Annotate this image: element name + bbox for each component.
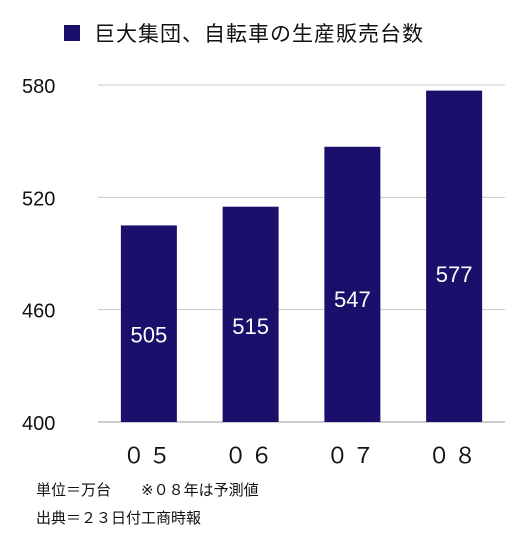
legend-swatch (64, 25, 80, 41)
chart-notes: 単位＝万台 ※０８年は予測値 出典＝２３日付工商時報 (36, 476, 259, 532)
y-tick-label: 460 (22, 301, 55, 323)
x-tick-label: ０７ (326, 444, 378, 469)
unit-note: 単位＝万台 ※０８年は予測値 (36, 481, 259, 499)
bar (222, 206, 279, 422)
y-tick-label: 580 (22, 76, 55, 98)
x-tick-label: ０８ (428, 444, 480, 469)
bar (120, 225, 177, 422)
bar-value-label: 515 (232, 314, 269, 339)
y-tick-label: 520 (22, 188, 55, 210)
y-tick-label: 400 (22, 413, 55, 435)
bar-value-label: 547 (334, 287, 371, 312)
x-tick-label: ０６ (225, 444, 277, 469)
bar-value-label: 505 (131, 323, 168, 348)
legend-label: 巨大集団、自転車の生産販売台数 (94, 22, 424, 46)
bar (426, 90, 483, 422)
chart-legend: 巨大集団、自転車の生産販売台数 (64, 18, 424, 48)
source-note: 出典＝２３日付工商時報 (36, 509, 202, 527)
bar (324, 146, 381, 423)
bar-value-label: 577 (436, 262, 473, 287)
x-tick-label: ０５ (123, 444, 175, 469)
